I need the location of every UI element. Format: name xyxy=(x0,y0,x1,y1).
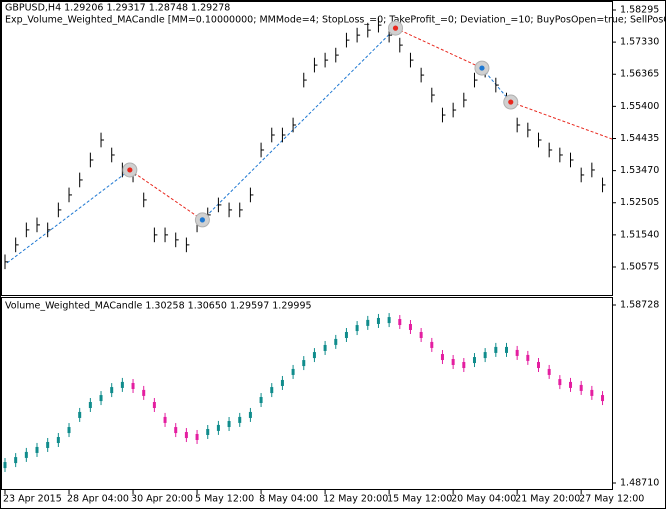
indicator-candle xyxy=(398,319,402,326)
trade-line xyxy=(395,27,483,69)
indicator-candle xyxy=(355,325,359,332)
x-tick-label: 30 Apr 20:00 xyxy=(131,494,193,505)
price-title: GBPUSD,H4 1.29206 1.29317 1.28748 1.2927… xyxy=(5,3,230,14)
y-tick-label: 1.58295 xyxy=(620,4,659,15)
indicator-candle xyxy=(601,395,605,402)
indicator-candle xyxy=(216,424,220,431)
indicator-candle xyxy=(88,401,92,408)
indicator-candle xyxy=(590,389,594,396)
indicator-candle xyxy=(419,331,423,338)
expert-title: Exp_Volume_Weighted_MACandle [MM=0.10000… xyxy=(5,15,666,26)
x-tick-label: 28 Apr 04:00 xyxy=(67,494,129,505)
indicator-candle xyxy=(110,387,114,394)
trade-marker-dot xyxy=(508,99,514,105)
trade-marker-dot xyxy=(479,65,485,71)
indicator-candle xyxy=(99,395,103,402)
indicator-candle xyxy=(515,349,519,356)
indicator-candle xyxy=(323,344,327,351)
x-tick-label: 15 May 12:00 xyxy=(387,494,452,505)
trade-marker-dot xyxy=(127,167,133,173)
indicator-candle xyxy=(206,429,210,436)
indicator-candle xyxy=(376,317,380,324)
x-tick-label: 23 Apr 2015 xyxy=(3,494,62,505)
indicator-candle xyxy=(270,387,274,394)
y-tick-label: 1.52505 xyxy=(620,197,659,208)
indicator-candle xyxy=(366,319,370,326)
y-tick-label: 1.58728 xyxy=(620,300,659,311)
indicator-candle xyxy=(312,352,316,359)
y-tick-label: 1.51540 xyxy=(620,229,659,240)
trade-line xyxy=(6,169,131,264)
indicator-candle xyxy=(483,352,487,359)
indicator-candle xyxy=(387,317,391,324)
indicator-candle xyxy=(35,446,39,453)
indicator-candle xyxy=(537,362,540,369)
indicator-candle xyxy=(526,354,530,361)
indicator-candle xyxy=(238,416,242,423)
indicator-candle xyxy=(280,379,284,386)
indicator-candle xyxy=(451,359,455,365)
indicator-candle xyxy=(472,357,476,364)
price-panel xyxy=(1,1,613,296)
indicator-candle xyxy=(302,360,306,367)
indicator-candle xyxy=(14,457,18,464)
indicator-candle xyxy=(579,384,583,391)
indicator-candle xyxy=(174,427,178,434)
indicator-candle xyxy=(291,368,295,375)
indicator-candle xyxy=(24,451,28,458)
indicator-panel xyxy=(1,297,613,490)
indicator-candle xyxy=(558,379,562,386)
y-tick-label: 1.57330 xyxy=(620,37,659,48)
indicator-candle xyxy=(430,341,434,348)
y-tick-label: 1.50575 xyxy=(620,262,659,273)
indicator-candle xyxy=(131,382,135,389)
indicator-candle xyxy=(78,411,82,418)
indicator-title: Volume_Weighted_MACandle 1.30258 1.30650… xyxy=(5,301,312,312)
indicator-candle xyxy=(56,437,60,444)
y-tick-label: 1.56365 xyxy=(620,69,659,80)
trade-line xyxy=(202,27,396,221)
indicator-candle xyxy=(163,416,167,423)
indicator-candle xyxy=(3,462,7,469)
y-tick-label: 1.48710 xyxy=(620,477,659,488)
indicator-candle xyxy=(120,381,124,388)
y-tick-label: 1.54435 xyxy=(620,133,659,144)
trade-marker-dot xyxy=(199,217,205,223)
indicator-candle xyxy=(152,401,156,408)
indicator-candle xyxy=(184,432,188,439)
trade-line xyxy=(510,101,613,140)
indicator-candle xyxy=(569,381,573,388)
y-tick-label: 1.53470 xyxy=(620,165,659,176)
x-tick-label: 21 May 20:00 xyxy=(515,494,580,505)
indicator-candle xyxy=(494,346,498,353)
x-tick-label: 8 May 04:00 xyxy=(259,494,318,505)
indicator-candle xyxy=(67,427,71,434)
indicator-candle xyxy=(504,346,508,353)
indicator-candle xyxy=(344,331,348,338)
trade-marker-dot xyxy=(392,25,399,31)
indicator-candle xyxy=(440,354,444,361)
indicator-candle xyxy=(142,389,146,396)
indicator-candle xyxy=(334,338,338,345)
x-tick-label: 27 May 12:00 xyxy=(579,494,644,505)
x-tick-label: 5 May 12:00 xyxy=(195,494,254,505)
x-tick-label: 12 May 20:00 xyxy=(323,494,388,505)
x-tick-label: 20 May 04:00 xyxy=(451,494,516,505)
indicator-candle xyxy=(462,362,466,369)
y-tick-label: 1.55400 xyxy=(620,101,659,112)
indicator-candle xyxy=(259,397,263,404)
indicator-candle xyxy=(195,433,199,440)
indicator-candle xyxy=(227,421,231,428)
indicator-candle xyxy=(408,323,412,330)
indicator-candle xyxy=(46,441,50,448)
indicator-candle xyxy=(547,368,551,375)
indicator-candle xyxy=(248,411,252,418)
